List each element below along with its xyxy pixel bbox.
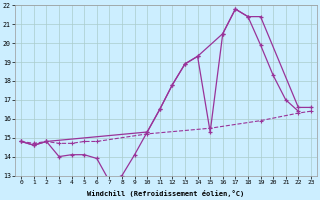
X-axis label: Windchill (Refroidissement éolien,°C): Windchill (Refroidissement éolien,°C) — [87, 190, 245, 197]
